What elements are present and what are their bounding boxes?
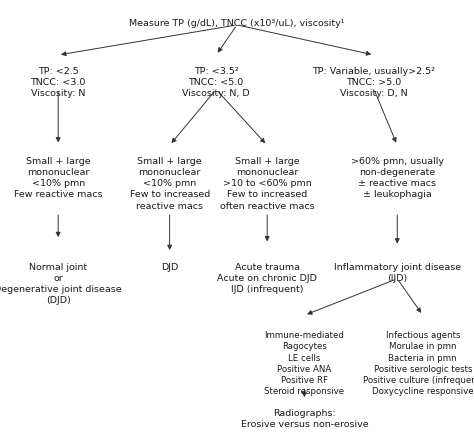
Text: TP: <3.5²
TNCC: <5.0
Viscosity: N, D: TP: <3.5² TNCC: <5.0 Viscosity: N, D [182, 67, 250, 98]
Text: Normal joint
or
Degenerative joint disease
(DJD): Normal joint or Degenerative joint disea… [0, 262, 122, 304]
Text: Infectious agents
Morulae in pmn
Bacteria in pmn
Positive serologic tests
Positi: Infectious agents Morulae in pmn Bacteri… [363, 331, 474, 395]
Text: TP: Variable, usually>2.5²
TNCC: >5.0
Viscosity: D, N: TP: Variable, usually>2.5² TNCC: >5.0 Vi… [312, 67, 436, 98]
Text: TP: <2.5
TNCC: <3.0
Viscosity: N: TP: <2.5 TNCC: <3.0 Viscosity: N [30, 67, 86, 98]
Text: Small + large
mononuclear
<10% pmn
Few reactive macs: Small + large mononuclear <10% pmn Few r… [14, 157, 102, 199]
Text: >60% pmn, usually
non-degenerate
± reactive macs
± leukophagia: >60% pmn, usually non-degenerate ± react… [351, 157, 444, 199]
Text: Small + large
mononuclear
<10% pmn
Few to increased
reactive macs: Small + large mononuclear <10% pmn Few t… [129, 157, 210, 210]
Text: Radiographs:
Erosive versus non-erosive: Radiographs: Erosive versus non-erosive [240, 408, 368, 428]
Text: Immune-mediated
Ragocytes
LE cells
Positive ANA
Positive RF
Steroid responsive: Immune-mediated Ragocytes LE cells Posit… [264, 331, 345, 395]
Text: DJD: DJD [161, 262, 178, 271]
Text: Small + large
mononuclear
>10 to <60% pmn
Few to increased
often reactive macs: Small + large mononuclear >10 to <60% pm… [220, 157, 315, 210]
Text: Inflammatory joint disease
(IJD): Inflammatory joint disease (IJD) [334, 262, 461, 282]
Text: Measure TP (g/dL), TNCC (x10³/uL), viscosity¹: Measure TP (g/dL), TNCC (x10³/uL), visco… [129, 19, 345, 28]
Text: Acute trauma
Acute on chronic DJD
IJD (infrequent): Acute trauma Acute on chronic DJD IJD (i… [217, 262, 317, 293]
